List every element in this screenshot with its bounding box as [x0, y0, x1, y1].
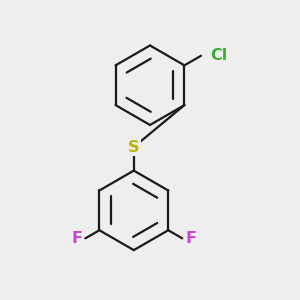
Text: F: F — [71, 231, 82, 246]
Text: F: F — [185, 231, 196, 246]
Text: Cl: Cl — [210, 48, 227, 63]
Text: S: S — [128, 140, 140, 154]
